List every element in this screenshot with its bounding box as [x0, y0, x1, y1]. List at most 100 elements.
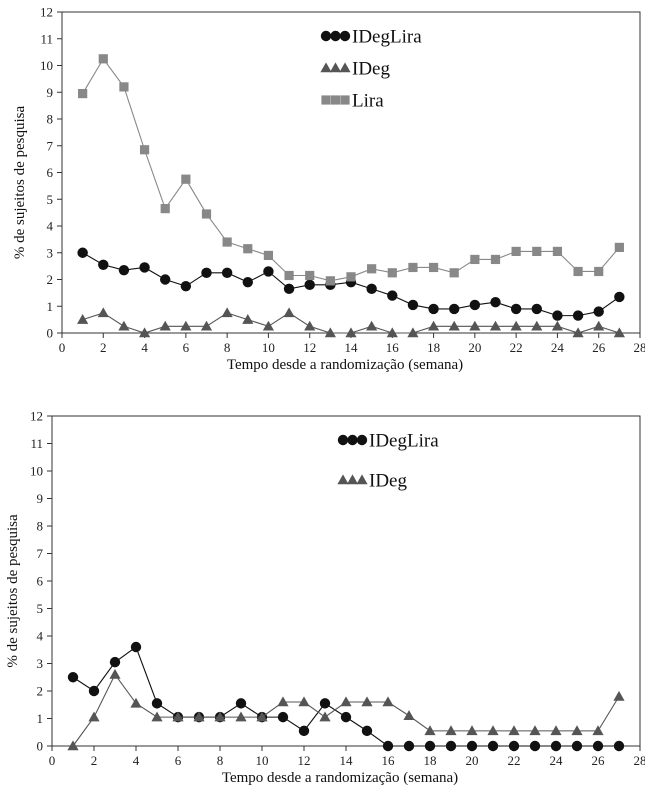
data-point-circle [304, 279, 315, 291]
data-point-triangle [366, 320, 378, 331]
data-point-circle [277, 711, 289, 723]
x-tick-label: 2 [100, 340, 107, 355]
legend-label: IDeg [352, 59, 390, 80]
data-point-square [346, 272, 356, 282]
data-point-circle [382, 740, 394, 752]
data-point-square [181, 174, 191, 184]
x-tick-label: 0 [59, 340, 66, 355]
legend-marker-circle [356, 434, 368, 446]
data-point-triangle [319, 711, 331, 722]
y-tick-label: 11 [30, 436, 43, 451]
data-point-circle [593, 306, 604, 317]
data-point-triangle [304, 320, 316, 331]
y-tick-label: 0 [37, 739, 44, 754]
x-tick-label: 24 [550, 753, 564, 768]
data-point-triangle [242, 314, 254, 324]
x-tick-label: 6 [175, 753, 182, 768]
data-point-square [367, 264, 377, 274]
data-point-square [305, 270, 315, 281]
data-point-square [201, 209, 212, 219]
data-point-triangle [298, 696, 310, 707]
data-point-square [222, 237, 232, 247]
y-tick-label: 12 [40, 5, 53, 20]
y-tick-label: 8 [47, 112, 54, 127]
data-point-triangle [508, 725, 520, 736]
legend-marker-square [330, 95, 341, 105]
legend-marker-circle [330, 30, 341, 42]
x-tick-label: 20 [466, 753, 479, 768]
data-point-square [98, 54, 108, 64]
x-tick-label: 18 [427, 340, 440, 355]
x-tick-label: 12 [298, 753, 311, 768]
data-point-circle [424, 740, 436, 752]
y-tick-label: 0 [47, 326, 54, 341]
data-point-circle [466, 740, 478, 752]
data-point-circle [552, 310, 563, 321]
y-tick-label: 2 [47, 272, 54, 287]
data-point-circle [387, 290, 398, 301]
data-point-square [449, 268, 459, 278]
data-point-circle [283, 283, 295, 295]
data-point-circle [613, 740, 625, 752]
x-tick-label: 10 [256, 753, 269, 768]
x-tick-label: 26 [592, 340, 606, 355]
data-point-square [428, 262, 439, 273]
data-point-circle [263, 266, 274, 277]
data-point-triangle [593, 320, 605, 331]
legend-marker-circle [320, 30, 332, 42]
data-point-square [160, 204, 170, 214]
data-point-square [470, 254, 480, 265]
data-point-circle [130, 641, 142, 653]
x-tick-label: 16 [382, 753, 396, 768]
data-point-circle [109, 656, 121, 668]
data-point-triangle [613, 690, 625, 701]
data-point-triangle [386, 327, 398, 338]
series-line-ideg [72, 673, 620, 747]
x-tick-label: 14 [340, 753, 354, 768]
x-tick-label: 22 [510, 340, 523, 355]
data-point-triangle [445, 725, 457, 736]
legend-marker-circle [337, 434, 349, 446]
data-point-triangle [510, 320, 522, 331]
data-point-triangle [138, 327, 151, 338]
data-point-square [78, 88, 88, 99]
data-point-triangle [151, 711, 163, 722]
data-point-square [387, 268, 397, 278]
data-point-triangle [256, 711, 268, 722]
data-point-circle [98, 259, 109, 270]
data-point-circle [490, 297, 501, 308]
data-point-circle [572, 310, 584, 321]
data-point-triangle [592, 725, 604, 736]
data-point-triangle [88, 711, 100, 722]
y-tick-label: 3 [47, 245, 54, 260]
y-tick-label: 3 [37, 656, 44, 671]
legend-marker-triangle [356, 474, 368, 485]
data-point-circle [571, 740, 583, 752]
data-point-circle [361, 725, 373, 737]
legend-marker-triangle [339, 62, 351, 73]
data-point-circle [180, 280, 192, 292]
x-tick-label: 20 [468, 340, 481, 355]
data-point-circle [139, 262, 150, 273]
data-point-triangle [466, 725, 478, 736]
data-point-circle [529, 740, 541, 752]
data-point-circle [614, 291, 625, 303]
data-point-square [511, 246, 521, 257]
x-tick-label: 16 [386, 340, 400, 355]
y-tick-label: 5 [47, 192, 54, 207]
data-point-square [573, 266, 583, 277]
data-point-triangle [529, 725, 541, 736]
data-point-circle [407, 299, 419, 311]
data-point-circle [88, 685, 100, 697]
x-tick-label: 24 [551, 340, 565, 355]
data-point-square [614, 242, 624, 252]
x-tick-label: 28 [634, 340, 645, 355]
y-axis-title: % de sujeitos de pesquisa [5, 514, 21, 668]
legend-label: Lira [352, 91, 384, 112]
legend-label: IDegLira [369, 431, 439, 452]
series-lira [78, 54, 624, 286]
data-point-triangle [424, 725, 436, 736]
x-tick-label: 18 [424, 753, 437, 768]
data-point-triangle [403, 710, 415, 720]
